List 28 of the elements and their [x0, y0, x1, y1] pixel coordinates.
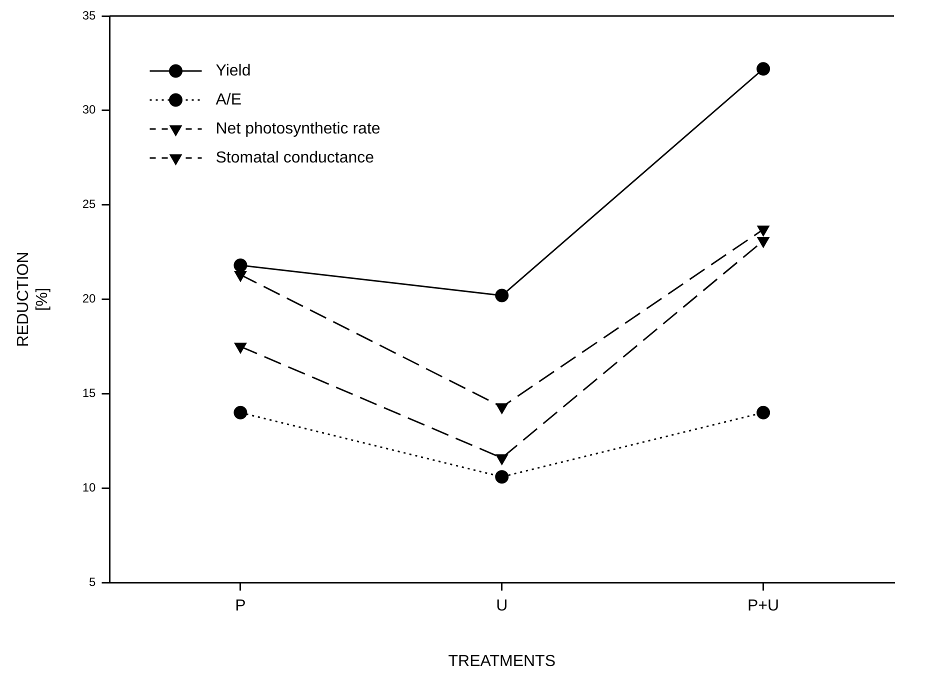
legend-label: Yield — [216, 62, 251, 80]
point — [234, 406, 248, 420]
y-tick-label: 10 — [82, 480, 96, 494]
y-tick-label: 20 — [82, 292, 96, 306]
y-axis-title: REDUCTION [%] — [15, 252, 52, 347]
point — [234, 258, 248, 272]
point — [234, 342, 246, 354]
legend-label: Net photosynthetic rate — [216, 120, 380, 138]
point — [496, 454, 508, 465]
legend-label: Stomatal conductance — [216, 149, 374, 166]
x-tick-label: U — [496, 598, 508, 615]
y-tick-label: 25 — [82, 197, 96, 212]
point — [756, 62, 770, 76]
y-tick-label: 35 — [82, 8, 96, 22]
point — [757, 237, 770, 248]
y-tick-label: 5 — [89, 574, 96, 589]
point — [495, 288, 509, 302]
point — [234, 271, 246, 282]
y-tick-label: 15 — [82, 386, 96, 400]
y-tick-label: 30 — [82, 102, 96, 117]
x-axis-title: TREATMENTS — [448, 652, 556, 670]
point — [496, 403, 508, 414]
point — [495, 470, 509, 484]
point — [757, 226, 770, 236]
x-tick-label: P — [235, 598, 246, 615]
legend-label: A/E — [216, 91, 242, 108]
point — [756, 406, 770, 420]
x-tick-label: P+U — [748, 598, 780, 615]
